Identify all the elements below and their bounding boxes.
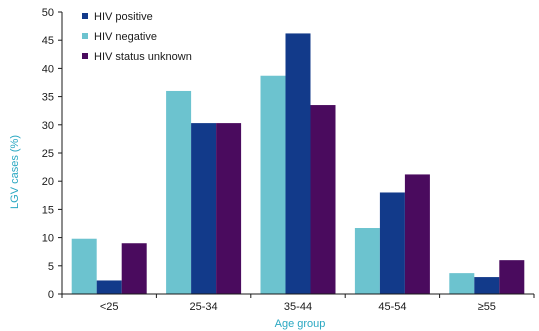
bar-hiv-positive-4 [474, 277, 500, 294]
legend-swatch [82, 13, 88, 19]
legend-label: HIV status unknown [94, 51, 192, 63]
y-tick-label: 20 [42, 176, 54, 188]
y-tick-label: 30 [42, 120, 54, 132]
y-tick-label: 50 [42, 7, 54, 19]
y-axis: 0 5 10 15 20 25 30 35 40 45 50 [42, 7, 63, 301]
y-tick-label: 15 [42, 204, 54, 216]
bar-hiv-status-unknown-4 [499, 260, 525, 294]
bar-hiv-positive-1 [191, 123, 217, 294]
y-tick-label: 5 [48, 261, 54, 273]
bar-hiv-negative-4 [449, 273, 475, 294]
legend-swatch [82, 53, 88, 59]
legend-label: HIV positive [94, 11, 153, 23]
legend-label: HIV negative [94, 31, 157, 43]
x-tick-label: <25 [100, 301, 119, 313]
bar-hiv-status-unknown-1 [216, 123, 242, 294]
y-tick-label: 25 [42, 148, 54, 160]
x-axis: <25 25-34 35-44 45-54 ≥55 [61, 293, 535, 313]
x-tick-label: 25-34 [190, 301, 218, 313]
bar-hiv-negative-1 [166, 90, 192, 295]
x-tick-label: 45-54 [378, 301, 406, 313]
bars-group [71, 33, 525, 295]
x-tick-label: 35-44 [284, 301, 312, 313]
bar-hiv-positive-3 [379, 192, 405, 294]
bar-hiv-negative-0 [71, 238, 97, 294]
x-tick-label: ≥55 [478, 301, 496, 313]
y-tick-label: 40 [42, 63, 54, 75]
bar-hiv-status-unknown-0 [121, 243, 147, 294]
y-tick-label: 45 [42, 35, 54, 47]
y-tick-label: 10 [42, 233, 54, 245]
bar-hiv-status-unknown-2 [310, 105, 336, 294]
y-tick-label: 35 [42, 92, 54, 104]
bar-hiv-negative-3 [354, 228, 380, 294]
bar-hiv-status-unknown-3 [404, 174, 430, 294]
y-tick-label: 0 [48, 289, 54, 301]
bar-hiv-positive-2 [285, 33, 311, 294]
legend-swatch [82, 33, 88, 39]
y-axis-title: LGV cases (%) [9, 135, 21, 209]
legend: HIV positive HIV negative HIV status unkno… [82, 11, 192, 63]
x-axis-title: Age group [275, 318, 326, 330]
bar-hiv-negative-2 [260, 75, 286, 295]
bar-hiv-positive-0 [96, 280, 122, 294]
